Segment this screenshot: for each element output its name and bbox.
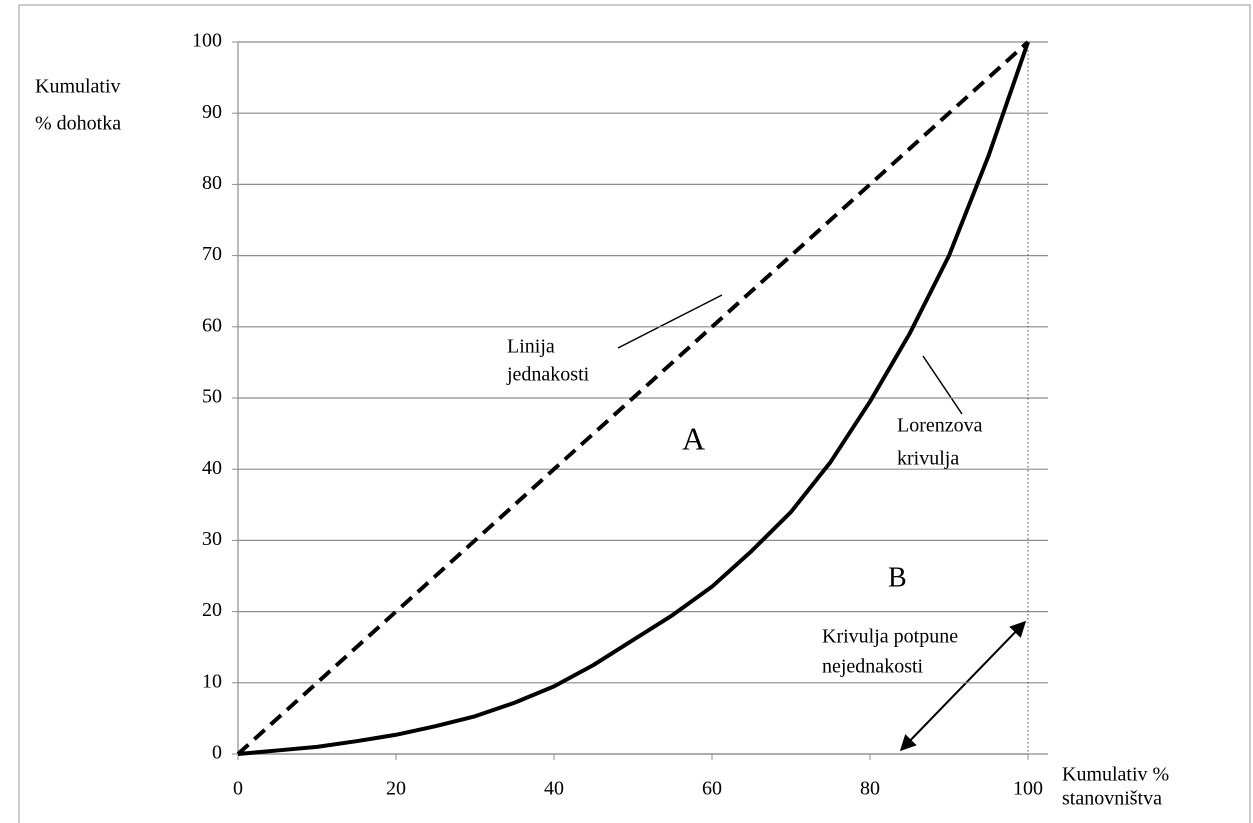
y-tick-label: 20	[202, 599, 222, 621]
x-tick-label: 80	[860, 778, 880, 800]
y-tick-label: 30	[202, 528, 222, 550]
y-tick-label: 60	[202, 314, 222, 336]
y-tick-label: 80	[202, 172, 222, 194]
x-axis-label: stanovništva	[1062, 788, 1162, 810]
y-axis-label: Kumulativ	[35, 76, 121, 98]
annotation: Lorenzova	[897, 415, 983, 437]
y-tick-label: 0	[212, 742, 222, 764]
x-axis-label: Kumulativ %	[1062, 764, 1169, 786]
y-tick-label: 90	[202, 101, 222, 123]
equality-line	[236, 40, 1030, 756]
y-tick-label: 10	[202, 670, 222, 692]
y-tick-label: 100	[192, 30, 222, 52]
annotation: Linija	[507, 336, 555, 358]
lorenz-curve	[237, 41, 1030, 756]
annotation: B	[888, 562, 907, 593]
x-tick-label: 0	[233, 778, 243, 800]
x-tick-label: 100	[1013, 778, 1043, 800]
x-tick-label: 40	[544, 778, 564, 800]
y-tick-label: 40	[202, 457, 222, 479]
y-tick-label: 50	[202, 386, 222, 408]
y-tick-label: 70	[202, 243, 222, 265]
annotation: krivulja	[897, 448, 959, 470]
x-tick-label: 20	[386, 778, 406, 800]
double-arrow	[899, 620, 1027, 752]
annotation: nejednakosti	[822, 656, 924, 678]
y-axis-label: % dohotka	[35, 113, 121, 135]
frame	[18, 4, 1251, 823]
annotation: Krivulja potpune	[822, 626, 958, 648]
annotation: A	[682, 420, 705, 456]
x-tick-label: 60	[702, 778, 722, 800]
annotation: jednakosti	[506, 364, 590, 386]
pointer	[922, 355, 963, 415]
pointer	[617, 294, 723, 349]
